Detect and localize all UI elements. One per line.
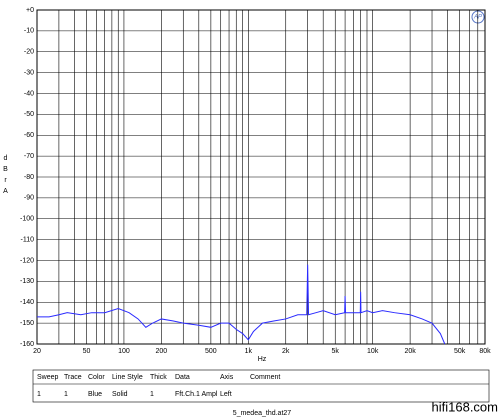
y-tick-label: -50: [24, 111, 34, 118]
table-header: Sweep: [37, 374, 59, 381]
table-header: Line Style: [112, 374, 143, 381]
x-tick-label: 5k: [332, 348, 340, 355]
x-tick-label: 80k: [479, 348, 491, 355]
y-tick-label: -90: [24, 195, 34, 202]
y-axis-label: dBrA: [2, 155, 9, 199]
y-tick-label: -70: [24, 153, 34, 160]
x-tick-label: 200: [156, 348, 168, 355]
y-tick-label: -130: [20, 278, 34, 285]
y-tick-label: -10: [24, 28, 34, 35]
x-axis-label: Hz: [258, 356, 267, 363]
table-header: Thick: [150, 374, 167, 381]
x-tick-label: 50k: [454, 348, 466, 355]
x-tick-label: 500: [205, 348, 217, 355]
y-tick-label: -60: [24, 132, 34, 139]
y-tick-label: -110: [21, 236, 35, 243]
y-tick-label: -100: [20, 216, 34, 223]
x-tick-label: 20: [33, 348, 41, 355]
watermark: hifi168.com: [432, 399, 498, 414]
table-cell: 1: [37, 391, 41, 398]
table-header: Comment: [250, 374, 280, 381]
table-header: Trace: [64, 374, 82, 381]
data-line: [37, 264, 446, 345]
x-tick-label: 50: [83, 348, 91, 355]
table-header: Color: [88, 374, 105, 381]
legend-table-frame: [32, 369, 490, 403]
x-tick-label: 2k: [282, 348, 290, 355]
y-tick-label: -150: [20, 320, 34, 327]
table-header: Data: [175, 374, 190, 381]
table-cell: 1: [150, 391, 154, 398]
table-cell: Left: [220, 391, 232, 398]
y-tick-label: -80: [24, 174, 34, 181]
x-tick-label: 10k: [367, 348, 379, 355]
x-tick-label: 20k: [404, 348, 416, 355]
table-cell: Fft.Ch.1 Ampl: [175, 391, 218, 398]
y-tick-label: -20: [24, 49, 34, 56]
y-tick-label: -160: [20, 341, 34, 348]
x-tick-label: 1k: [245, 348, 253, 355]
y-tick-label: -120: [20, 257, 34, 264]
table-cell: 1: [64, 391, 68, 398]
y-tick-label: -40: [24, 90, 34, 97]
y-tick-label: -30: [24, 69, 34, 76]
x-tick-label: 100: [118, 348, 130, 355]
y-tick-label: +0: [26, 7, 34, 14]
table-cell: Solid: [112, 391, 128, 398]
table-cell: Blue: [88, 391, 102, 398]
y-tick-label: -140: [20, 299, 34, 306]
table-header: Axis: [220, 374, 234, 381]
filename: 5_medea_thd.at27: [233, 410, 291, 417]
